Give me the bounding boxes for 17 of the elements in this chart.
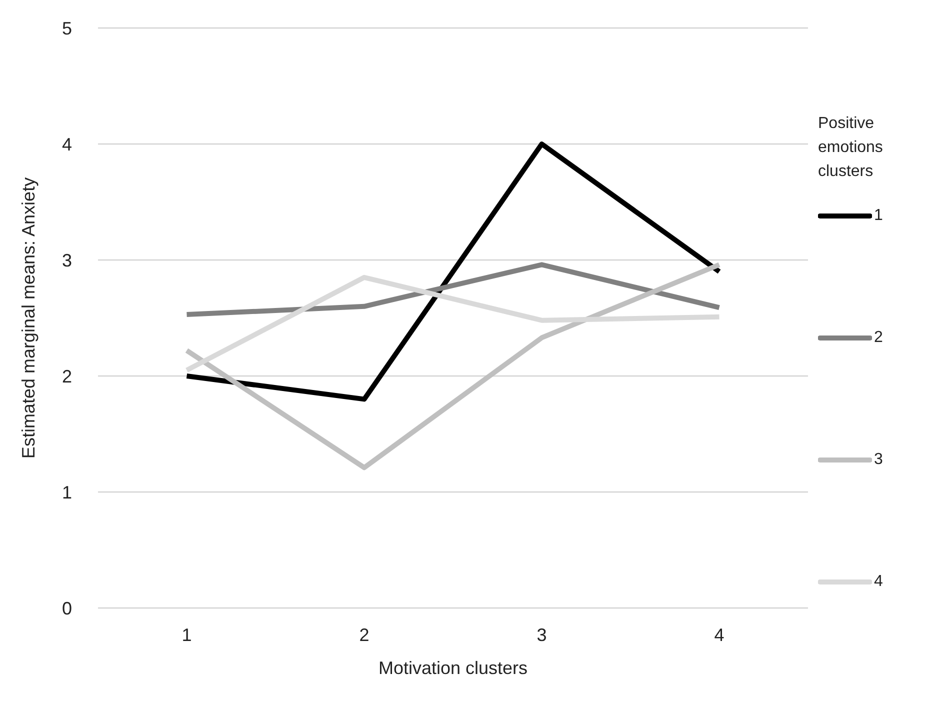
y-tick-label: 3	[62, 250, 72, 270]
x-axis-title: Motivation clusters	[378, 658, 528, 678]
legend-label: 4	[874, 573, 883, 591]
legend-label: 1	[874, 207, 883, 225]
y-tick-label: 0	[62, 598, 72, 618]
y-tick-label: 2	[62, 366, 72, 386]
legend-title: Positive emotions clusters	[818, 114, 884, 182]
x-tick-label: 1	[182, 624, 192, 645]
y-tick-label: 5	[62, 18, 72, 38]
x-tick-label: 3	[536, 624, 547, 645]
legend-label: 2	[874, 329, 883, 347]
legend-label: 3	[874, 451, 883, 469]
y-tick-label: 1	[62, 482, 72, 502]
x-tick-label: 2	[359, 624, 370, 645]
y-axis-title: Estimated marginal means: Anxiety	[18, 177, 38, 459]
y-tick-label: 4	[62, 134, 72, 154]
x-tick-label: 4	[714, 624, 724, 645]
